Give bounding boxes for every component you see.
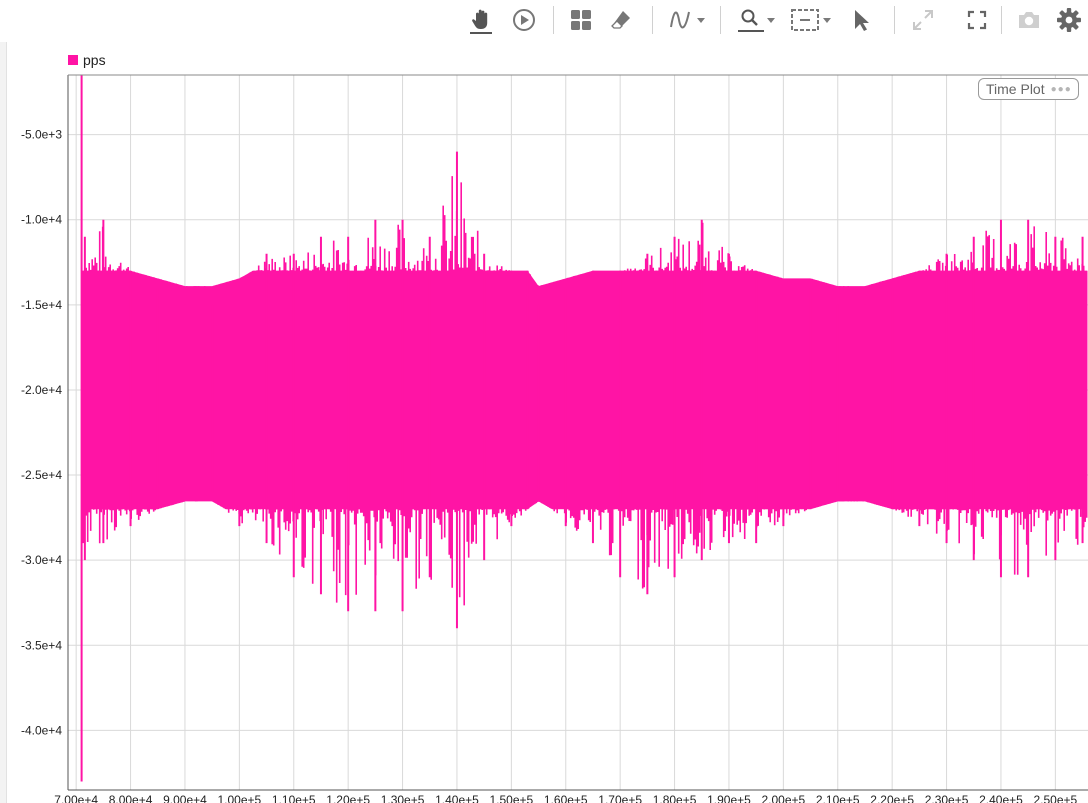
y-tick-label: -1.5e+4 (21, 298, 62, 312)
camera-icon (1019, 12, 1039, 28)
x-tick-label: 1.40e+5 (435, 793, 479, 803)
time-plot-tag[interactable]: Time Plot ●●● (978, 78, 1079, 100)
zoom-box-icon (790, 9, 819, 31)
x-tick-label: 1.10e+5 (272, 793, 316, 803)
magnifier-icon (737, 9, 764, 32)
y-tick-label: -3.5e+4 (21, 638, 62, 652)
fullscreen-button[interactable] (963, 6, 991, 34)
y-tick-label: -2.0e+4 (21, 383, 62, 397)
chevron-down-icon (696, 17, 705, 23)
x-tick-label: 2.10e+5 (816, 793, 860, 803)
x-tick-label: 2.00e+5 (762, 793, 806, 803)
x-tick-label: 2.40e+5 (979, 793, 1023, 803)
eraser-icon (611, 11, 630, 29)
x-tick-label: 2.50e+5 (1034, 793, 1078, 803)
x-tick-label: 1.70e+5 (598, 793, 642, 803)
gear-icon (1057, 8, 1081, 32)
hand-icon (470, 9, 492, 34)
time-plot-label: Time Plot (986, 81, 1045, 97)
pan-hand-button[interactable] (466, 6, 496, 34)
y-axis-labels: -5.0e+3 -1.0e+4 -1.5e+4 -2.0e+4 -2.5e+4 -3.0e… (21, 128, 62, 738)
play-button[interactable] (510, 6, 538, 34)
grid-layout-icon (571, 10, 591, 30)
toolbar-separator (720, 6, 721, 34)
expand-arrows-icon (913, 10, 933, 30)
chart-axes (67, 74, 1088, 791)
y-tick-label: -4.0e+4 (21, 723, 62, 737)
x-tick-label: 1.50e+5 (490, 793, 534, 803)
chevron-down-icon (822, 17, 831, 23)
x-tick-label: 7.00e+4 (54, 793, 98, 803)
more-options-icon[interactable]: ●●● (1050, 83, 1072, 95)
x-tick-label: 2.20e+5 (870, 793, 914, 803)
signal-wave-icon (669, 11, 690, 29)
toolbar-separator (652, 6, 653, 34)
x-axis-labels: 7.00e+4 8.00e+4 9.00e+4 1.00e+5 1.10e+5 1.20e… (54, 793, 1077, 803)
x-tick-label: 9.00e+4 (163, 793, 207, 803)
x-tick-label: 2.30e+5 (925, 793, 969, 803)
window-left-edge (0, 0, 7, 803)
chart-legend[interactable]: pps (68, 52, 106, 68)
screenshot-button[interactable] (1014, 6, 1044, 34)
x-tick-label: 1.90e+5 (707, 793, 751, 803)
x-tick-label: 1.30e+5 (381, 793, 425, 803)
series-spikes (82, 176, 1088, 606)
signal-menu-button[interactable] (664, 6, 708, 34)
layout-grid-button[interactable] (567, 6, 595, 34)
y-tick-label: -2.5e+4 (21, 468, 62, 482)
series-pps (80, 75, 1088, 782)
plot-toolbar (0, 0, 1088, 42)
pointer-arrow-icon (855, 10, 869, 31)
chevron-down-icon (766, 17, 775, 23)
zoom-menu-button[interactable] (733, 6, 777, 34)
y-tick-label: -5.0e+3 (21, 128, 62, 142)
expand-button[interactable] (908, 6, 938, 34)
settings-button[interactable] (1054, 6, 1084, 34)
toolbar-separator (894, 6, 895, 34)
toolbar-separator (553, 6, 554, 34)
x-tick-label: 1.20e+5 (326, 793, 370, 803)
legend-label: pps (83, 52, 106, 68)
zoom-box-menu-button[interactable] (787, 6, 833, 34)
x-tick-label: 1.60e+5 (544, 793, 588, 803)
y-tick-label: -1.0e+4 (21, 213, 62, 227)
eraser-button[interactable] (607, 6, 635, 34)
toolbar-separator (1001, 6, 1002, 34)
x-tick-label: 1.80e+5 (653, 793, 697, 803)
fullscreen-icon (967, 10, 987, 30)
play-icon (513, 9, 535, 31)
x-tick-label: 1.00e+5 (218, 793, 262, 803)
y-tick-label: -3.0e+4 (21, 553, 62, 567)
legend-swatch (68, 55, 78, 65)
x-tick-label: 8.00e+4 (109, 793, 153, 803)
pointer-select-button[interactable] (848, 6, 874, 34)
